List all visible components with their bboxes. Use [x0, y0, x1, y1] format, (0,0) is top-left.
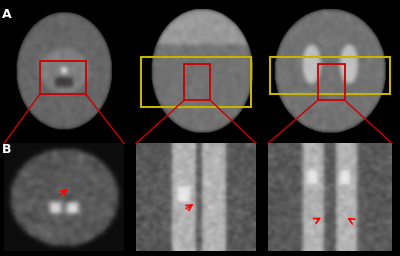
Text: A: A	[2, 8, 12, 21]
Text: B: B	[2, 143, 12, 156]
